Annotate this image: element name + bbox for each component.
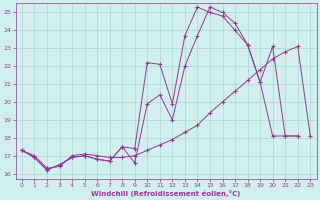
X-axis label: Windchill (Refroidissement éolien,°C): Windchill (Refroidissement éolien,°C) [92, 190, 241, 197]
